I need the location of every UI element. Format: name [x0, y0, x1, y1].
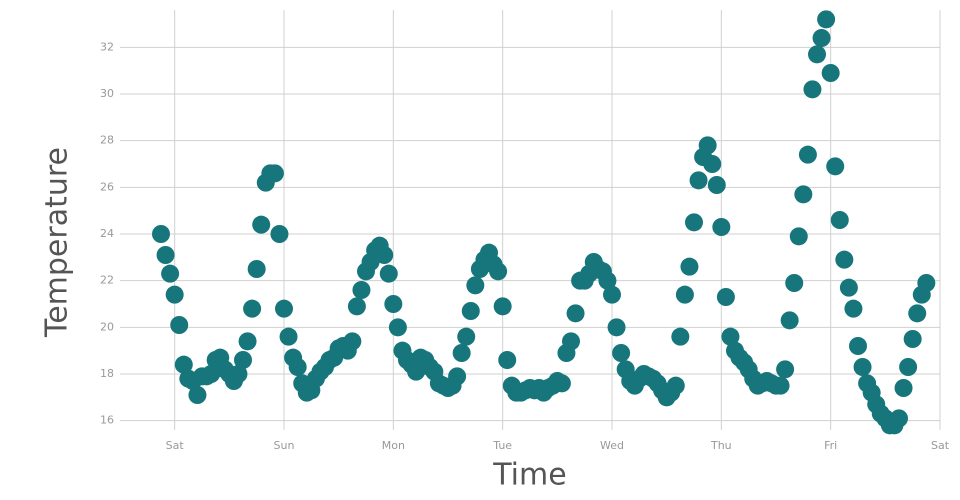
point: [780, 311, 799, 330]
point: [707, 176, 726, 194]
point: [493, 297, 512, 316]
point: [844, 299, 863, 318]
point: [247, 260, 266, 278]
point: [721, 327, 740, 346]
point: [270, 225, 289, 243]
y-tick-label: 16: [100, 414, 114, 427]
point: [685, 213, 703, 232]
point: [388, 318, 407, 337]
point: [826, 157, 845, 176]
point: [156, 246, 175, 264]
point: [830, 211, 849, 229]
x-tick-label: Tue: [492, 439, 512, 452]
point: [562, 332, 580, 351]
point: [812, 29, 831, 47]
y-tick-label: 24: [100, 227, 114, 240]
point: [202, 365, 221, 383]
y-tick-label: 30: [100, 87, 114, 100]
point: [288, 358, 307, 376]
point: [243, 299, 262, 318]
point: [170, 316, 189, 334]
y-tick-label: 18: [100, 367, 114, 380]
point: [798, 145, 817, 164]
x-tick-label: Sat: [931, 439, 950, 452]
point: [229, 365, 248, 383]
point: [903, 330, 922, 348]
point: [680, 257, 699, 276]
point: [794, 185, 813, 204]
point: [612, 344, 631, 362]
point: [789, 227, 808, 246]
point: [452, 344, 471, 362]
point: [457, 327, 476, 346]
point: [152, 225, 170, 243]
x-tick-label: Sun: [274, 439, 295, 452]
point: [352, 281, 371, 299]
x-tick-label: Thu: [710, 439, 732, 452]
point: [448, 367, 467, 386]
point: [776, 360, 795, 379]
point: [821, 64, 840, 82]
point: [598, 271, 617, 290]
point: [347, 297, 366, 316]
point: [238, 332, 257, 351]
point: [279, 327, 298, 346]
point: [498, 351, 517, 369]
point: [671, 327, 690, 346]
point: [234, 351, 252, 369]
point: [188, 386, 207, 404]
point: [908, 304, 927, 323]
y-tick-label: 32: [100, 40, 114, 53]
point: [265, 164, 284, 183]
x-tick-label: Mon: [382, 439, 405, 452]
point: [890, 409, 908, 428]
y-tick-label: 28: [100, 134, 114, 147]
point: [675, 285, 694, 304]
point: [566, 304, 585, 323]
point: [379, 264, 398, 283]
point: [849, 337, 867, 355]
y-axis-title: Temperature: [40, 147, 75, 338]
point: [461, 302, 480, 320]
x-tick-label: Sat: [166, 439, 185, 452]
y-tick-label: 22: [100, 274, 114, 287]
point: [666, 376, 685, 395]
point: [771, 376, 790, 395]
point: [252, 215, 271, 234]
point: [817, 10, 836, 29]
point: [275, 299, 293, 318]
y-tick-label: 26: [100, 180, 114, 193]
point: [839, 278, 858, 297]
point: [803, 80, 822, 99]
point: [899, 358, 918, 376]
point: [489, 262, 508, 281]
x-tick-label: Fri: [824, 439, 837, 452]
point: [174, 355, 193, 374]
point: [785, 274, 804, 292]
point: [375, 246, 394, 264]
point: [165, 285, 184, 304]
x-axis-title: Time: [492, 458, 566, 493]
point: [894, 379, 913, 397]
point: [689, 171, 708, 190]
point: [835, 250, 854, 269]
point: [552, 374, 571, 393]
y-tick-label: 20: [100, 320, 114, 333]
point: [161, 264, 180, 283]
point: [466, 276, 485, 295]
point: [703, 155, 722, 173]
point: [603, 285, 621, 304]
point: [853, 358, 872, 376]
point: [698, 136, 717, 155]
point: [607, 318, 626, 337]
point: [712, 218, 731, 236]
x-tick-label: Wed: [600, 439, 624, 452]
point: [716, 288, 735, 306]
point: [917, 274, 936, 292]
point: [343, 332, 362, 351]
point: [384, 295, 403, 313]
point: [808, 45, 826, 64]
